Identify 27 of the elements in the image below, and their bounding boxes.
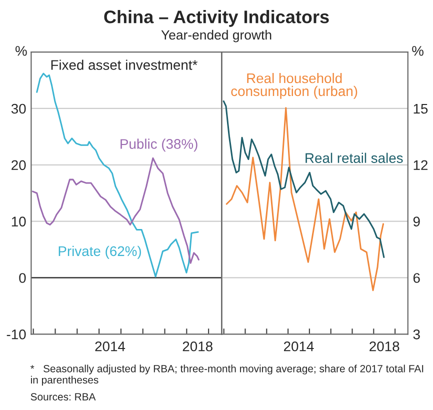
x-tick-label: 2014 [284, 341, 314, 352]
series-label: Private (62%) [58, 246, 141, 259]
series-label: Real household consumption (urban) [231, 72, 358, 99]
line-series [36, 72, 199, 278]
text: * Seasonally adjusted by RBA; three-month moving average; share of 2017 total FAI in parentheses [30, 364, 424, 386]
annotation: Fixed asset investment* [51, 60, 198, 70]
y-tick-label: 9 [413, 216, 420, 226]
y-tick-label: 12 [414, 160, 428, 170]
y-tick-label: 10 [12, 216, 26, 226]
x-tick-label: 2014 [95, 341, 126, 352]
y-axis-title: % [16, 46, 27, 56]
y-tick-label: 3 [413, 329, 420, 340]
y-axis-title: % [412, 46, 424, 56]
x-tick-label: 2018 [370, 341, 400, 352]
source-note: Sources: RBA [30, 393, 96, 400]
series-label: Real retail sales [306, 152, 403, 163]
chart-subtitle: Year-ended growth [161, 30, 272, 42]
x-tick-label: 2018 [182, 341, 212, 352]
y-tick-label: 30 [11, 104, 26, 114]
chart-title: China – Activity Indicators [104, 10, 329, 27]
y-tick-label: 0 [19, 273, 26, 283]
y-tick-label: 15 [414, 104, 428, 114]
y-tick-label: 6 [413, 273, 420, 283]
y-tick-label: -10 [6, 329, 26, 340]
series-label: Public (38%) [120, 138, 198, 152]
line-series [32, 157, 200, 264]
y-tick-label: 20 [12, 160, 26, 170]
